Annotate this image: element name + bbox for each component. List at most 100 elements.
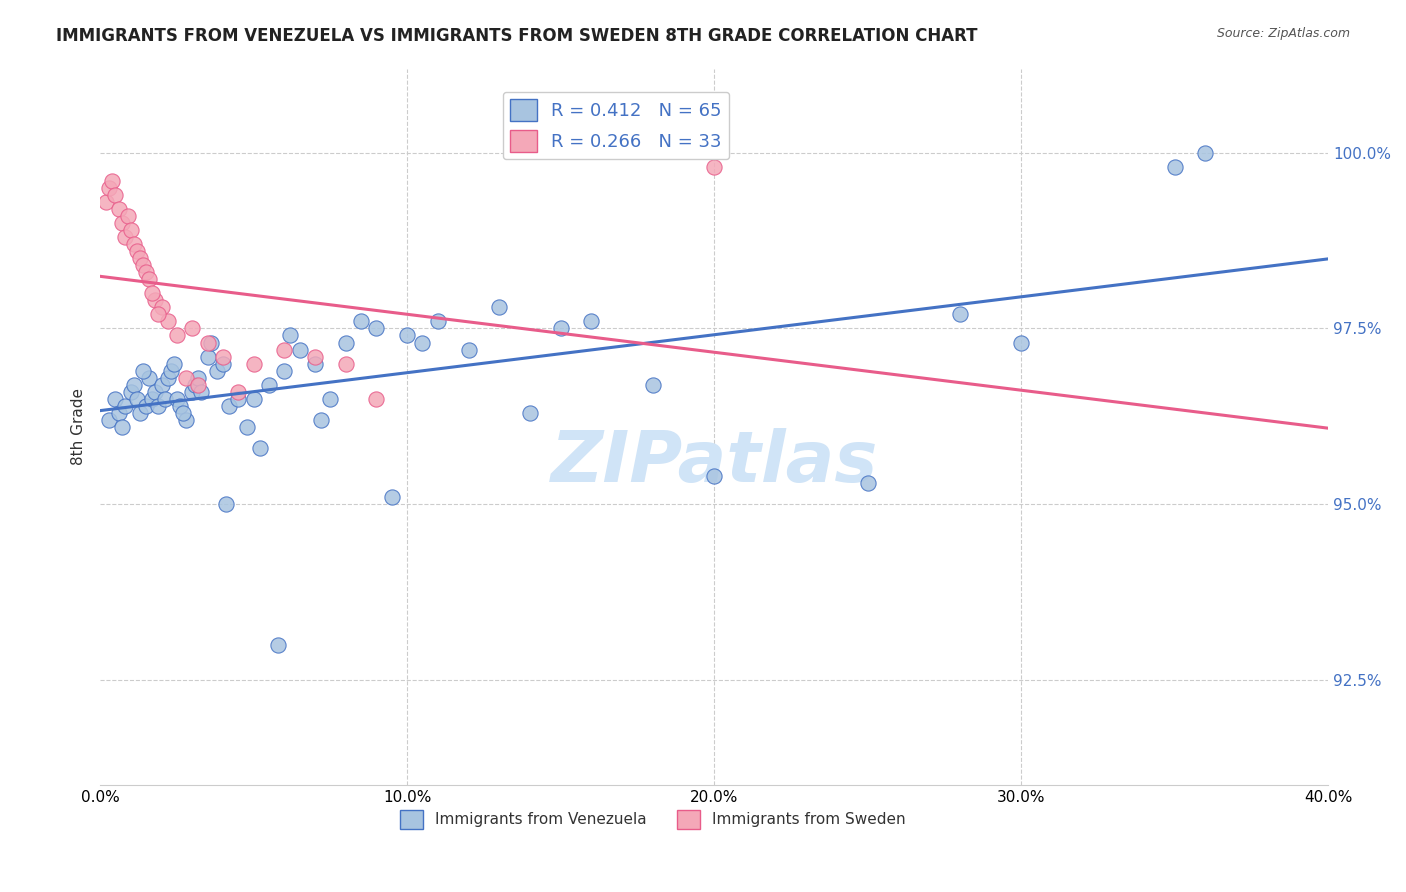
Point: [249, 441, 271, 455]
Point: [1163, 160, 1185, 174]
Point: [1194, 145, 1216, 160]
Point: [381, 490, 404, 504]
Point: [104, 392, 127, 406]
Point: [411, 335, 433, 350]
Point: [197, 350, 219, 364]
Point: [101, 174, 124, 188]
Point: [236, 419, 259, 434]
Point: [304, 357, 326, 371]
Point: [98, 413, 121, 427]
Point: [197, 335, 219, 350]
Point: [156, 314, 179, 328]
Point: [267, 638, 290, 652]
Point: [335, 357, 357, 371]
Point: [159, 363, 181, 377]
Point: [172, 406, 194, 420]
Point: [181, 384, 204, 399]
Point: [280, 328, 302, 343]
Point: [107, 202, 129, 216]
Point: [856, 475, 879, 490]
Point: [519, 406, 541, 420]
Point: [1010, 335, 1032, 350]
Text: Source: ZipAtlas.com: Source: ZipAtlas.com: [1216, 27, 1350, 40]
Point: [141, 392, 163, 406]
Point: [350, 314, 373, 328]
Point: [117, 209, 139, 223]
Point: [641, 377, 664, 392]
Point: [174, 413, 197, 427]
Point: [257, 377, 280, 392]
Point: [96, 194, 118, 209]
Point: [949, 307, 972, 321]
Point: [190, 384, 212, 399]
Point: [153, 392, 176, 406]
Point: [200, 335, 222, 350]
Point: [120, 384, 142, 399]
Point: [148, 307, 170, 321]
Point: [273, 343, 295, 357]
Point: [120, 223, 142, 237]
Point: [366, 392, 388, 406]
Point: [181, 321, 204, 335]
Point: [141, 286, 163, 301]
Point: [145, 293, 167, 308]
Legend: Immigrants from Venezuela, Immigrants from Sweden: Immigrants from Venezuela, Immigrants fr…: [394, 804, 912, 835]
Point: [132, 363, 155, 377]
Point: [145, 384, 167, 399]
Point: [107, 406, 129, 420]
Point: [319, 392, 342, 406]
Point: [174, 370, 197, 384]
Point: [163, 357, 186, 371]
Point: [122, 377, 145, 392]
Point: [166, 392, 188, 406]
Point: [111, 419, 134, 434]
Point: [242, 392, 264, 406]
Point: [156, 370, 179, 384]
Point: [242, 357, 264, 371]
Point: [426, 314, 449, 328]
Point: [150, 377, 173, 392]
Point: [488, 301, 510, 315]
Point: [366, 321, 388, 335]
Point: [184, 377, 207, 392]
Point: [98, 181, 121, 195]
Point: [114, 399, 136, 413]
Point: [135, 399, 157, 413]
Point: [396, 328, 419, 343]
Point: [304, 350, 326, 364]
Point: [138, 272, 160, 286]
Point: [309, 413, 332, 427]
Y-axis label: 8th Grade: 8th Grade: [72, 388, 86, 466]
Point: [581, 314, 603, 328]
Point: [703, 160, 725, 174]
Point: [288, 343, 311, 357]
Point: [550, 321, 572, 335]
Point: [129, 251, 152, 265]
Point: [273, 363, 295, 377]
Point: [125, 244, 148, 259]
Point: [703, 469, 725, 483]
Point: [150, 301, 173, 315]
Point: [166, 328, 188, 343]
Point: [169, 399, 191, 413]
Point: [218, 399, 240, 413]
Point: [138, 370, 160, 384]
Point: [129, 406, 152, 420]
Point: [122, 237, 145, 252]
Point: [215, 497, 238, 511]
Point: [148, 399, 170, 413]
Point: [114, 230, 136, 244]
Point: [135, 265, 157, 279]
Point: [226, 392, 249, 406]
Point: [111, 216, 134, 230]
Point: [187, 370, 209, 384]
Point: [205, 363, 228, 377]
Point: [187, 377, 209, 392]
Point: [212, 357, 235, 371]
Point: [226, 384, 249, 399]
Text: IMMIGRANTS FROM VENEZUELA VS IMMIGRANTS FROM SWEDEN 8TH GRADE CORRELATION CHART: IMMIGRANTS FROM VENEZUELA VS IMMIGRANTS …: [56, 27, 977, 45]
Point: [335, 335, 357, 350]
Text: ZIPatlas: ZIPatlas: [550, 428, 877, 497]
Point: [125, 392, 148, 406]
Point: [132, 258, 155, 272]
